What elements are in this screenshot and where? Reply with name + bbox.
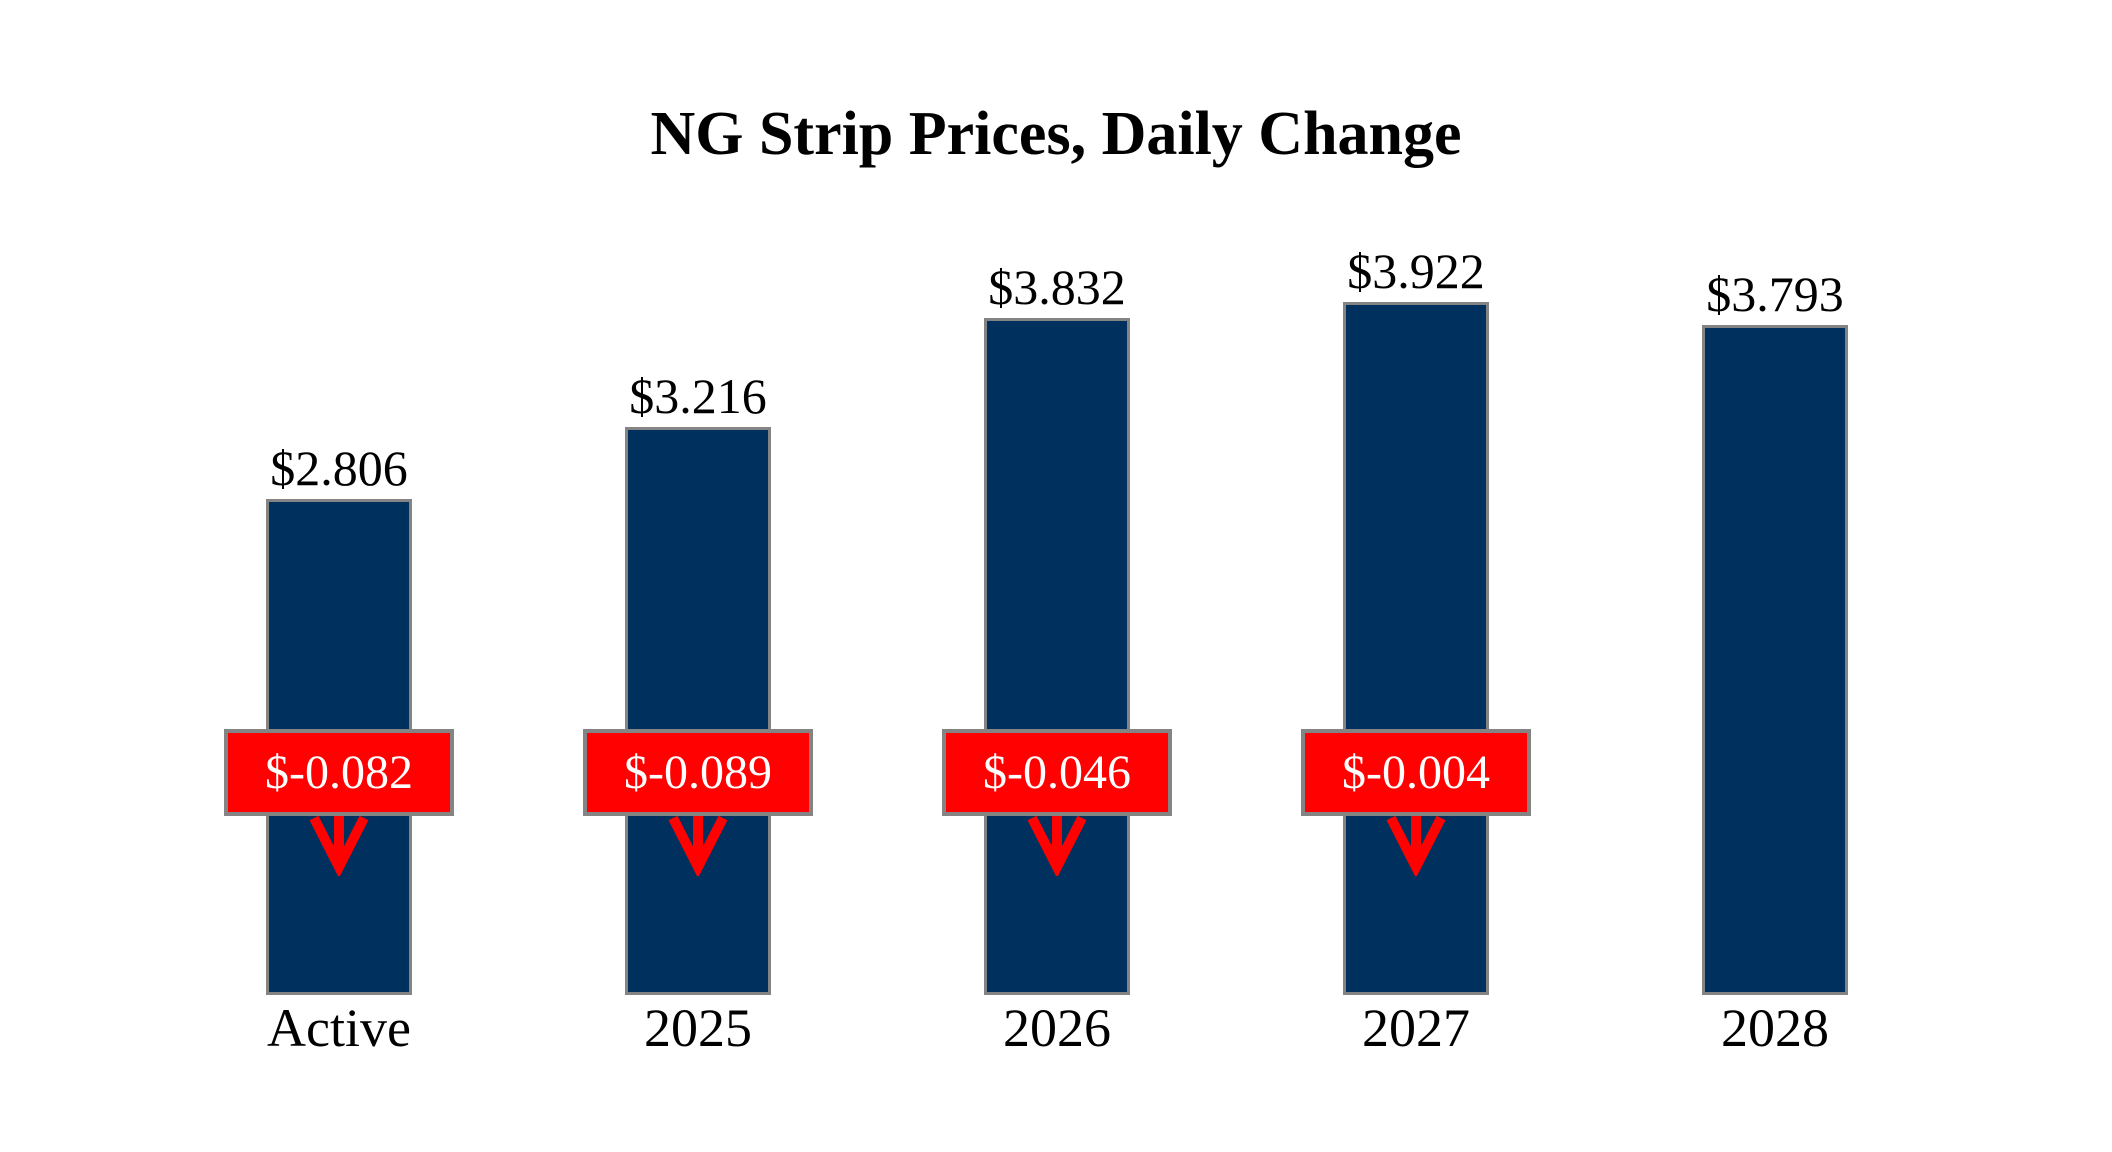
- daily-change-badge: $-0.089: [583, 729, 813, 816]
- bar-2027: [1343, 302, 1489, 995]
- category-label: 2025: [644, 998, 752, 1058]
- category-label: 2027: [1362, 998, 1470, 1058]
- down-arrow-icon: [668, 812, 728, 876]
- bar-value-label: $3.216: [629, 368, 767, 424]
- category-label: Active: [267, 998, 411, 1058]
- bar-2025: [625, 427, 771, 995]
- down-arrow-icon: [309, 812, 369, 876]
- chart-title: NG Strip Prices, Daily Change: [650, 100, 1462, 168]
- category-label: 2028: [1721, 998, 1829, 1058]
- daily-change-badge: $-0.046: [942, 729, 1172, 816]
- bar-value-label: $3.922: [1347, 243, 1485, 299]
- down-arrow-icon: [1027, 812, 1087, 876]
- bar-value-label: $3.832: [988, 259, 1126, 315]
- daily-change-badge: $-0.082: [224, 729, 454, 816]
- bar-value-label: $2.806: [270, 440, 408, 496]
- daily-change-badge: $-0.004: [1301, 729, 1531, 816]
- bar-value-label: $3.793: [1706, 266, 1844, 322]
- bar-2026: [984, 318, 1130, 995]
- category-label: 2026: [1003, 998, 1111, 1058]
- down-arrow-icon: [1386, 812, 1446, 876]
- bar-2028: [1702, 325, 1848, 995]
